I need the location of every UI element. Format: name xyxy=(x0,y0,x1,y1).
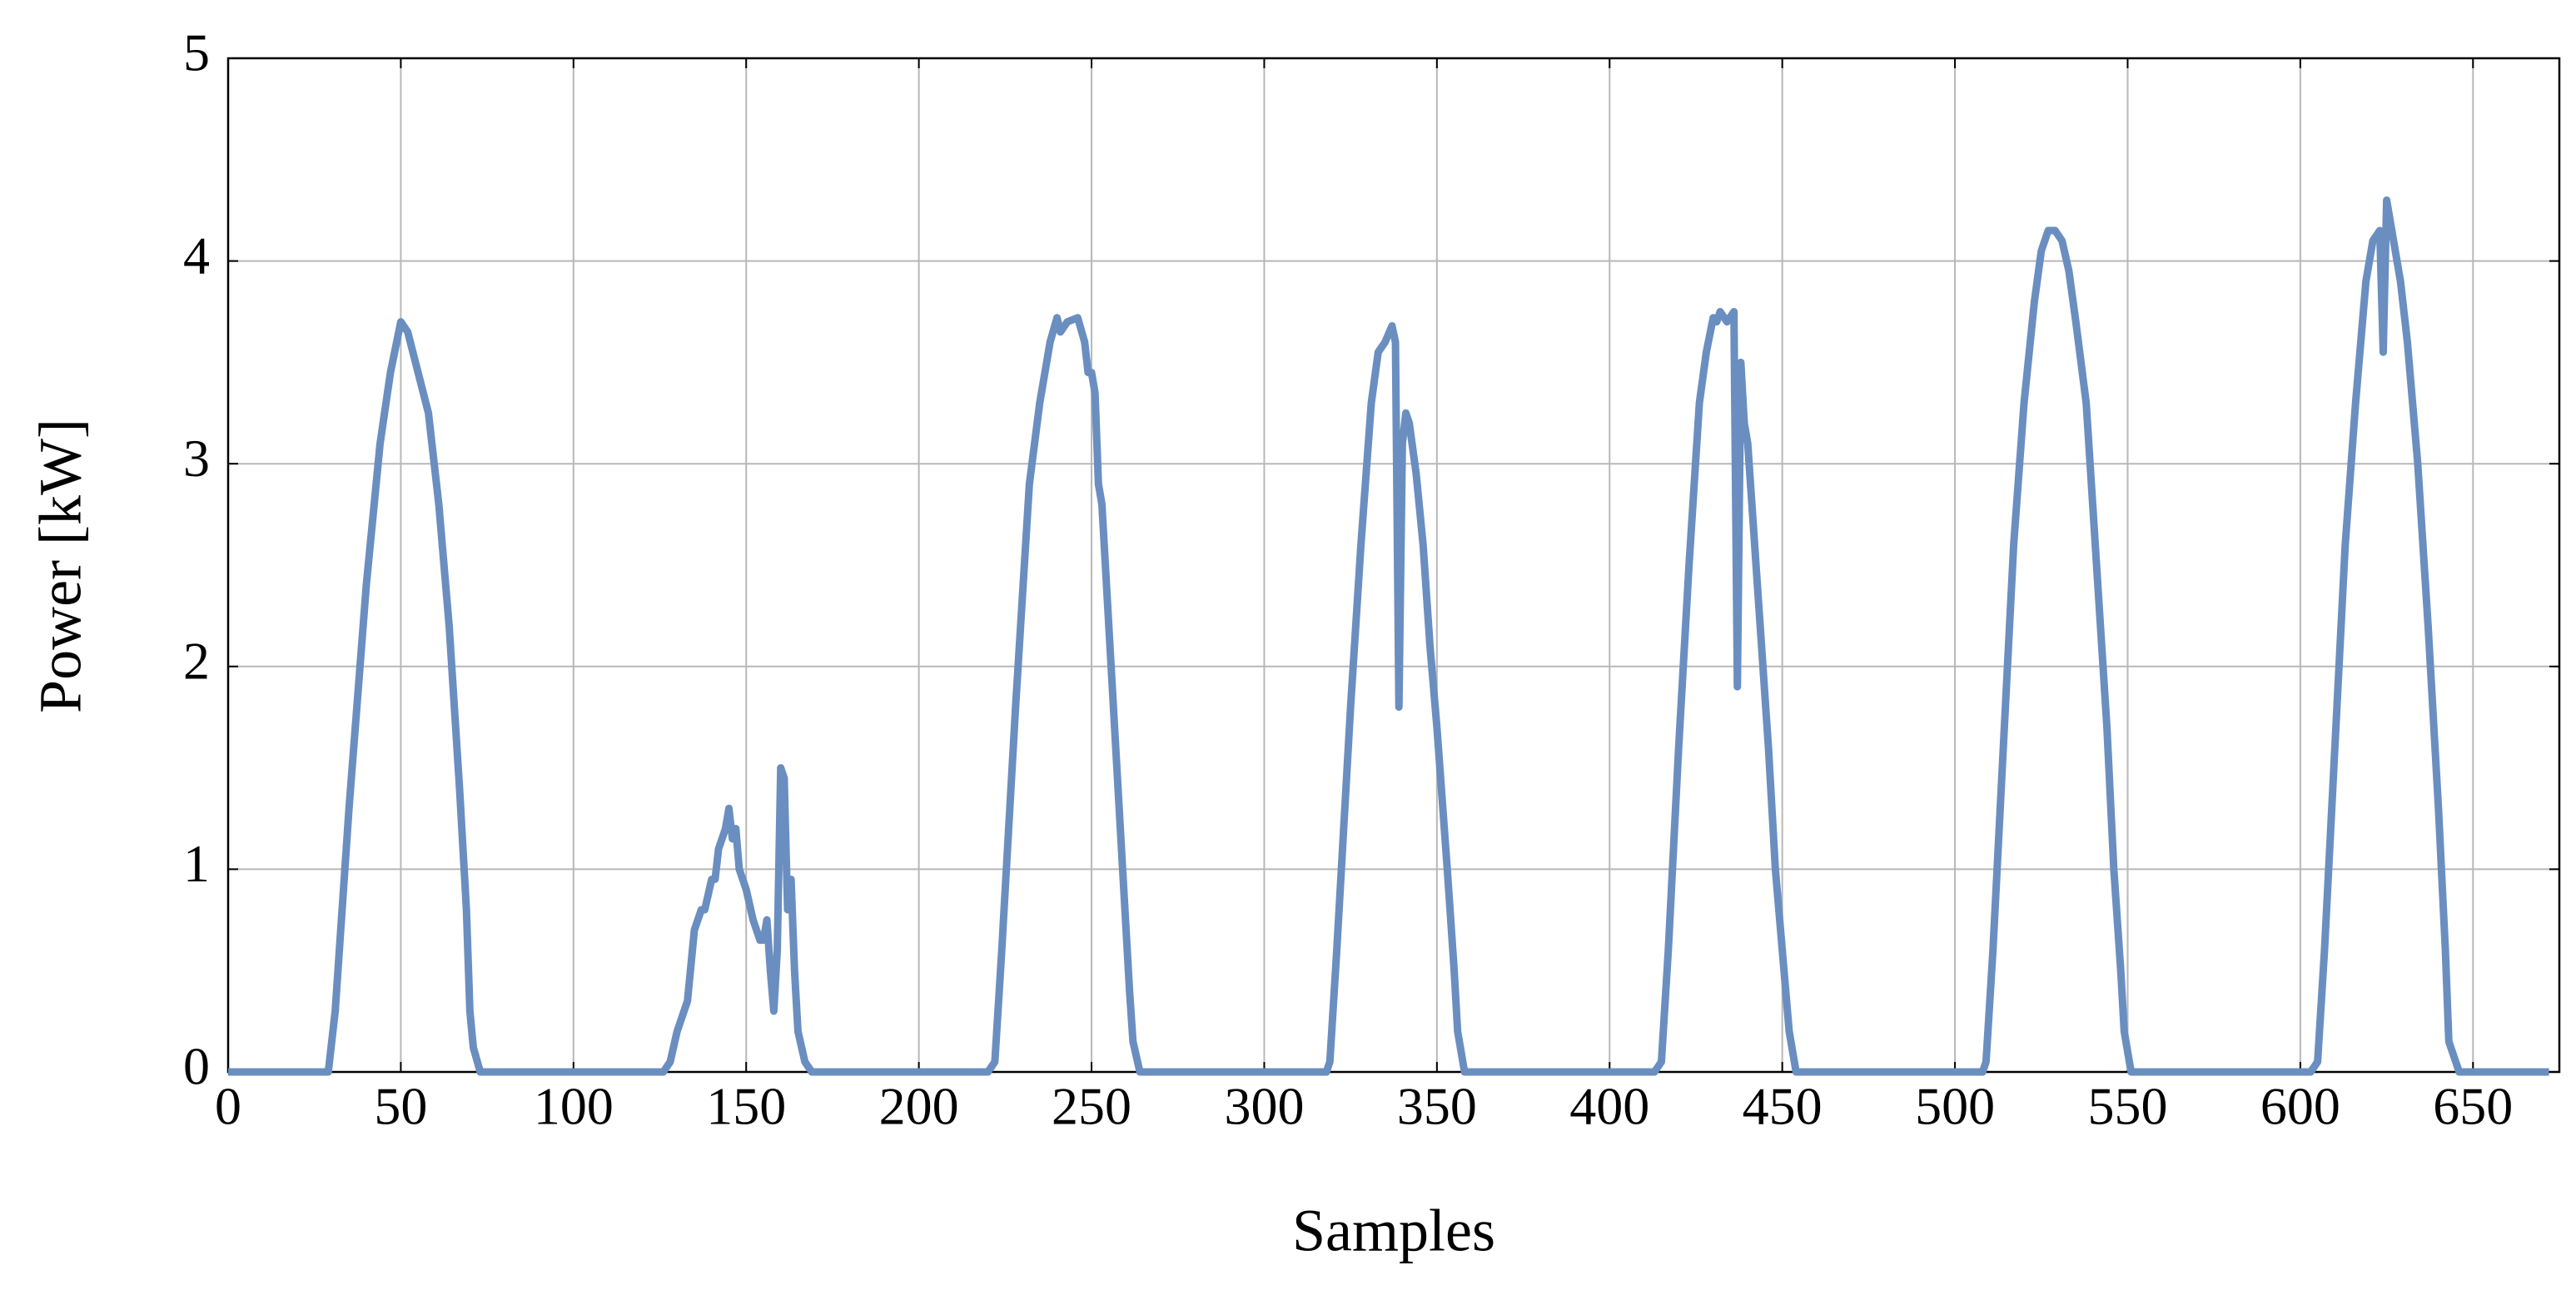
y-tick-label: 2 xyxy=(183,631,210,690)
x-tick-label: 0 xyxy=(215,1077,241,1136)
x-tick-label: 250 xyxy=(1052,1077,1131,1136)
x-tick-label: 400 xyxy=(1569,1077,1649,1136)
x-axis-label: Samples xyxy=(1292,1198,1495,1264)
x-tick-label: 100 xyxy=(534,1077,614,1136)
x-tick-label: 300 xyxy=(1224,1077,1304,1136)
x-tick-label: 350 xyxy=(1397,1077,1477,1136)
y-axis-label: Power [kW] xyxy=(27,419,94,713)
x-tick-label: 600 xyxy=(2260,1077,2340,1136)
y-tick-label: 0 xyxy=(183,1037,210,1096)
y-tick-label: 3 xyxy=(183,429,210,488)
x-tick-label: 650 xyxy=(2433,1077,2513,1136)
x-tick-label: 500 xyxy=(1915,1077,1995,1136)
y-tick-label: 1 xyxy=(183,834,210,893)
x-tick-label: 200 xyxy=(879,1077,959,1136)
x-tick-label: 550 xyxy=(2087,1077,2167,1136)
data-line xyxy=(228,196,2549,1076)
plot-frame xyxy=(226,57,2561,1074)
x-tick-label: 150 xyxy=(706,1077,786,1136)
y-tick-label: 4 xyxy=(183,226,210,285)
x-tick-label: 50 xyxy=(374,1077,427,1136)
y-tick-label: 5 xyxy=(183,23,210,82)
x-tick-label: 450 xyxy=(1743,1077,1823,1136)
